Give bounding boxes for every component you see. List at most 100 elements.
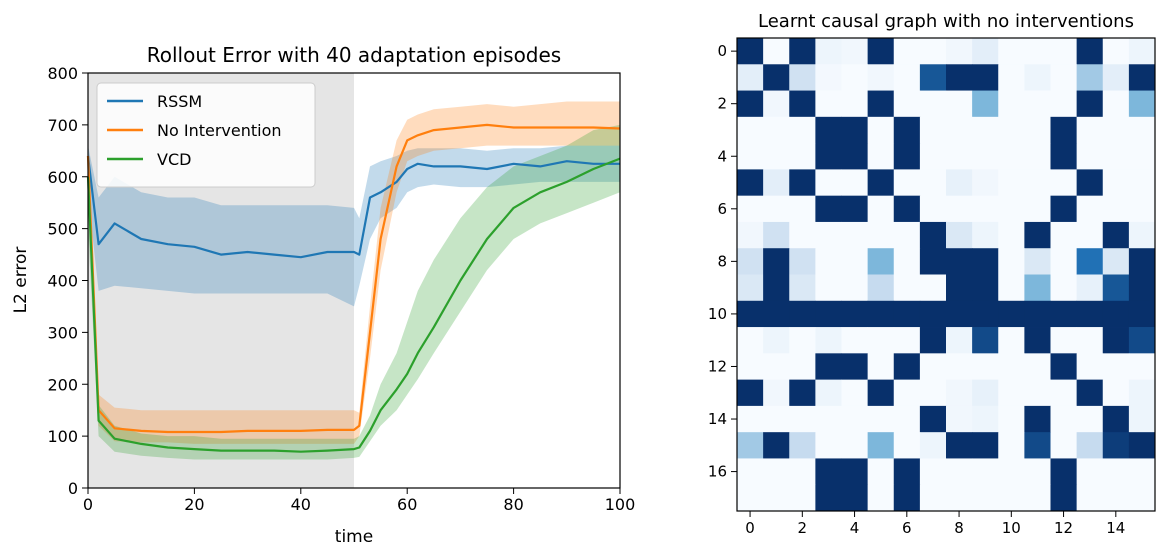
heatmap-cell <box>919 458 947 486</box>
heatmap-cell <box>1102 353 1130 381</box>
heatmap-cell <box>815 327 842 354</box>
heatmap-cell <box>1024 38 1051 65</box>
heatmap-cell <box>946 64 973 91</box>
heatmap-cell <box>867 64 895 91</box>
heatmap-cell <box>893 248 921 275</box>
heatmap-cell <box>1128 300 1156 328</box>
heatmap-cell <box>1050 405 1078 433</box>
heatmap-cell <box>893 274 921 302</box>
heatmap-cell <box>789 64 816 91</box>
heatmap-cell <box>893 300 921 328</box>
heatmap-frame <box>736 37 1156 512</box>
legend-label: VCD <box>157 150 191 169</box>
heatmap-cell <box>815 116 842 144</box>
heatmap-cell <box>1102 116 1130 144</box>
heatmap-cell <box>919 90 947 118</box>
heatmap-cell <box>972 116 999 144</box>
heatmap-cell <box>1050 458 1078 486</box>
heatmap-cells <box>737 38 1156 512</box>
heatmap-cell <box>1050 221 1078 249</box>
heatmap-cell <box>946 327 973 354</box>
legend-label: No Intervention <box>157 121 282 140</box>
y-tick-label: 0 <box>68 479 78 498</box>
heatmap-cell <box>1024 143 1051 170</box>
heatmap-cell <box>841 195 869 223</box>
heatmap-cell <box>1076 432 1104 459</box>
heatmap-cell <box>867 327 895 354</box>
heatmap-cell <box>737 64 764 91</box>
heatmap-cell <box>972 379 999 407</box>
heatmap-cell <box>998 458 1025 486</box>
x-tick-label: 0 <box>83 495 93 514</box>
heatmap-cell <box>737 195 764 223</box>
heatmap-y-tick-label: 12 <box>708 357 727 375</box>
heatmap-cell <box>867 38 895 65</box>
heatmap-cell <box>763 248 790 275</box>
heatmap-cell <box>919 379 947 407</box>
heatmap-cell <box>867 195 895 223</box>
heatmap-cell <box>946 432 973 459</box>
heatmap-cell <box>998 169 1025 197</box>
heatmap-cell <box>893 432 921 459</box>
heatmap-cell <box>919 248 947 275</box>
heatmap-cell <box>972 38 999 65</box>
heatmap-chart: 0 2 4 6 8 10 12 14 0 2 4 6 8 10 12 14 16 Learnt causal … <box>708 11 1156 537</box>
heatmap-cell <box>737 432 764 459</box>
series-line-2 <box>86 157 621 453</box>
heatmap-cell <box>867 484 895 512</box>
heatmap-cell <box>1128 274 1156 302</box>
heatmap-cell <box>789 169 816 197</box>
heatmap-cell <box>972 90 999 118</box>
heatmap-cell <box>737 353 764 381</box>
x-tick-label: 40 <box>291 495 311 514</box>
heatmap-cell <box>919 327 947 354</box>
heatmap-cell <box>1050 143 1078 170</box>
heatmap-cell <box>789 327 816 354</box>
heatmap-cell <box>972 274 999 302</box>
y-tick-label: 500 <box>47 220 78 239</box>
heatmap-cell <box>763 64 790 91</box>
heatmap-cell <box>1024 195 1051 223</box>
heatmap-cell <box>1024 274 1051 302</box>
heatmap-cell <box>1128 116 1156 144</box>
heatmap-cell <box>893 116 921 144</box>
heatmap-cell <box>1102 90 1130 118</box>
heatmap-cell <box>789 248 816 275</box>
y-axis-label: L2 error <box>11 247 31 314</box>
heatmap-cell <box>1050 90 1078 118</box>
heatmap-cell <box>998 195 1025 223</box>
heatmap-cell <box>998 248 1025 275</box>
heatmap-cell <box>737 300 764 328</box>
heatmap-cell <box>919 353 947 381</box>
heatmap-cell <box>763 327 790 354</box>
heatmap-cell <box>763 274 790 302</box>
heatmap-cell <box>815 221 842 249</box>
heatmap-cell <box>737 274 764 302</box>
heatmap-cell <box>763 90 790 118</box>
heatmap-cell <box>1102 221 1130 249</box>
heatmap-cell <box>1050 248 1078 275</box>
heatmap-cell <box>763 143 790 170</box>
heatmap-cell <box>998 327 1025 354</box>
heatmap-cell <box>1076 38 1104 65</box>
heatmap-cell <box>789 353 816 381</box>
heatmap-cell <box>972 169 999 197</box>
heatmap-cell <box>1076 169 1104 197</box>
heatmap-cell <box>919 143 947 170</box>
heatmap-cell <box>789 379 816 407</box>
heatmap-cell <box>1024 221 1051 249</box>
heatmap-title: Learnt causal graph with no intervention… <box>758 11 1134 32</box>
y-axis-ticks: 0 100 200 300 400 500 600 700 800 <box>47 64 88 498</box>
heatmap-cell <box>998 274 1025 302</box>
heatmap-cell <box>946 300 973 328</box>
heatmap-cell <box>893 379 921 407</box>
heatmap-cell <box>946 90 973 118</box>
heatmap-cell <box>789 458 816 486</box>
confidence-bands <box>88 101 620 460</box>
heatmap-cell <box>1024 432 1051 459</box>
heatmap-cell <box>1128 64 1156 91</box>
heatmap-cell <box>841 405 869 433</box>
heatmap-cell <box>1050 379 1078 407</box>
heatmap-cell <box>1128 353 1156 381</box>
heatmap-cell <box>1076 327 1104 354</box>
